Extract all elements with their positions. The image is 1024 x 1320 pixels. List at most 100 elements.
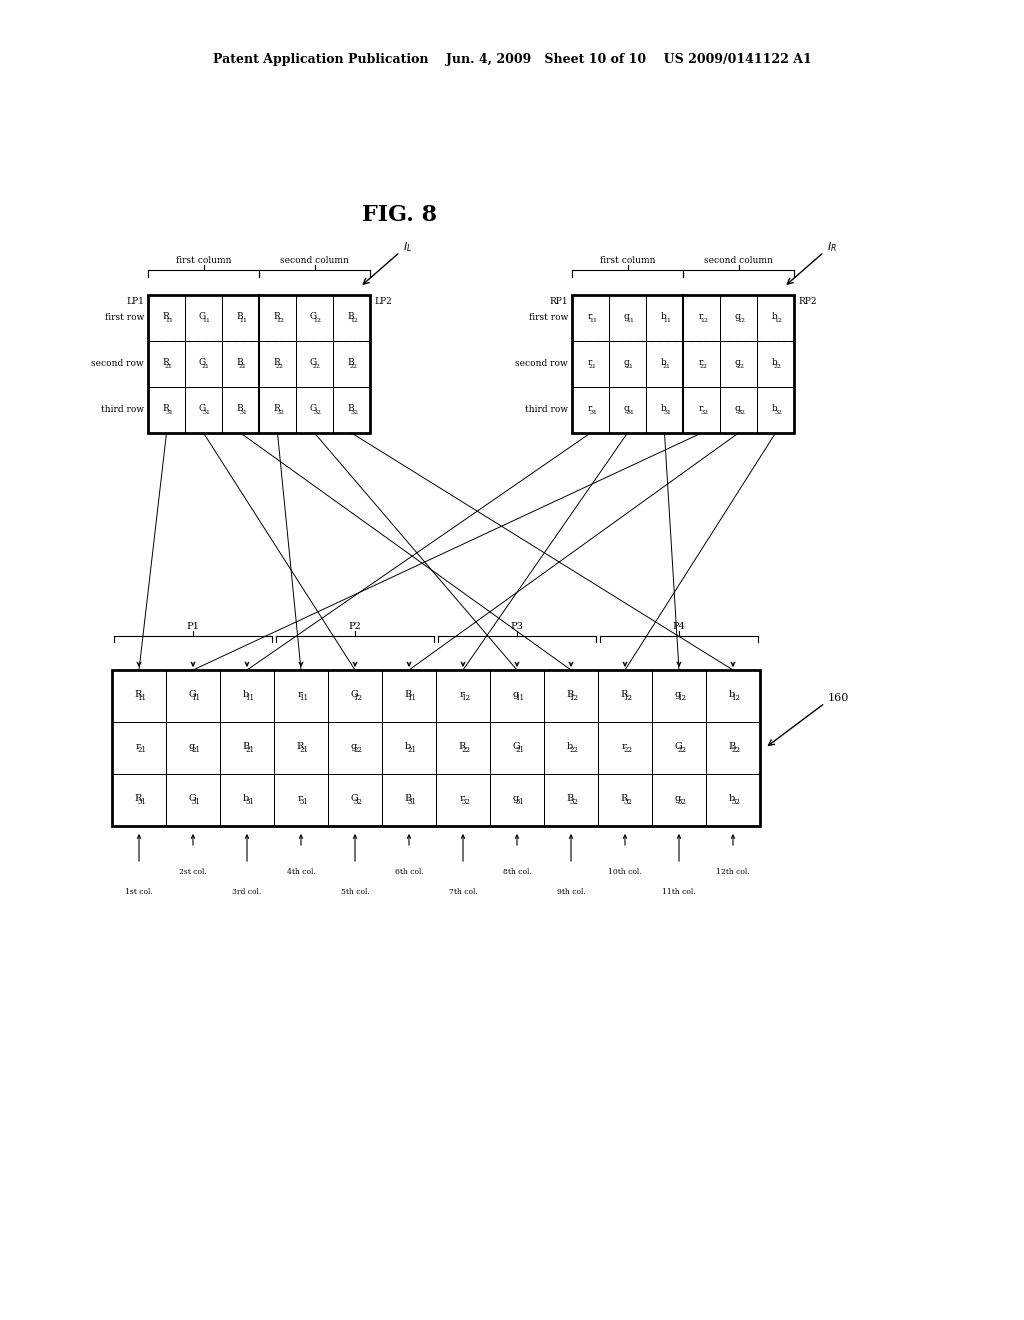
Text: 31: 31 [408,799,416,807]
Text: 31: 31 [515,799,524,807]
Bar [436,671,490,722]
Text: 6th col.: 6th col. [394,869,423,876]
Text: 32: 32 [677,799,686,807]
Text: b: b [729,690,735,700]
Bar [572,294,609,341]
Bar [757,387,794,433]
Text: 10th col.: 10th col. [608,869,642,876]
Text: g: g [624,404,630,413]
Bar [259,294,296,341]
Bar [382,774,436,826]
Text: 12: 12 [677,694,686,702]
Text: 22: 22 [276,364,284,370]
Text: first column: first column [176,256,231,265]
Text: B: B [347,312,354,321]
Text: b: b [567,742,573,751]
Text: r: r [588,312,592,321]
Text: r: r [698,312,702,321]
Bar [646,294,683,341]
Text: 32: 32 [774,411,782,414]
Text: first column: first column [600,256,655,265]
Text: b: b [772,358,777,367]
Text: g: g [734,404,740,413]
Text: 32: 32 [569,799,578,807]
Text: G: G [199,312,206,321]
Text: b: b [243,795,249,803]
Text: b: b [729,795,735,803]
Text: 11: 11 [137,694,146,702]
Text: g: g [351,742,357,751]
Bar [706,774,760,826]
Text: R: R [134,795,141,803]
Text: second row: second row [515,359,568,368]
Bar [646,387,683,433]
Text: G: G [188,690,196,700]
Text: R: R [459,742,466,751]
Text: g: g [734,358,740,367]
Text: 31: 31 [191,799,200,807]
Text: $I_L$: $I_L$ [403,240,412,253]
Text: 12: 12 [350,318,358,323]
Text: G: G [310,404,317,413]
Text: 32: 32 [737,411,745,414]
Bar [490,774,544,826]
Text: B: B [566,795,573,803]
Text: B: B [243,742,250,751]
Text: 12: 12 [276,318,284,323]
Bar [333,294,370,341]
Bar [572,387,609,433]
Text: 32: 32 [276,411,284,414]
Text: 32: 32 [350,411,358,414]
Text: 31: 31 [239,411,247,414]
Text: R: R [134,690,141,700]
Text: 21: 21 [663,364,671,370]
Bar [166,671,220,722]
Text: G: G [512,742,520,751]
Text: R: R [273,312,280,321]
Text: 12: 12 [353,694,362,702]
Text: 21: 21 [515,747,524,755]
Bar [112,671,166,722]
Text: 12: 12 [737,318,745,323]
Bar [652,774,706,826]
Bar [148,387,185,433]
Text: 22: 22 [569,747,578,755]
Bar [220,671,274,722]
Text: 11: 11 [165,318,173,323]
Text: 21: 21 [137,747,146,755]
Text: g: g [675,690,681,700]
Text: 22: 22 [461,747,470,755]
Text: 21: 21 [245,747,254,755]
Text: g: g [188,742,196,751]
Text: r: r [460,690,464,700]
Text: B: B [347,404,354,413]
Text: r: r [622,742,627,751]
Text: 11: 11 [515,694,524,702]
Bar [490,722,544,774]
Text: 21: 21 [239,364,247,370]
Text: R: R [162,312,169,321]
Text: R: R [162,358,169,367]
Bar [683,341,720,387]
Text: R: R [273,358,280,367]
Bar [683,387,720,433]
Bar [296,387,333,433]
Bar [296,341,333,387]
Text: 11th col.: 11th col. [663,888,696,896]
Bar [259,387,296,433]
Text: third row: third row [101,405,144,414]
Bar [222,341,259,387]
Text: 12: 12 [461,694,470,702]
Bar [274,671,328,722]
Text: 31: 31 [589,411,597,414]
Bar [333,387,370,433]
Text: G: G [199,358,206,367]
Bar [112,722,166,774]
Text: 12: 12 [313,318,321,323]
Bar [166,774,220,826]
Text: R: R [273,404,280,413]
Text: r: r [135,742,140,751]
Text: 31: 31 [299,799,308,807]
Bar [436,722,490,774]
Bar [148,294,185,341]
